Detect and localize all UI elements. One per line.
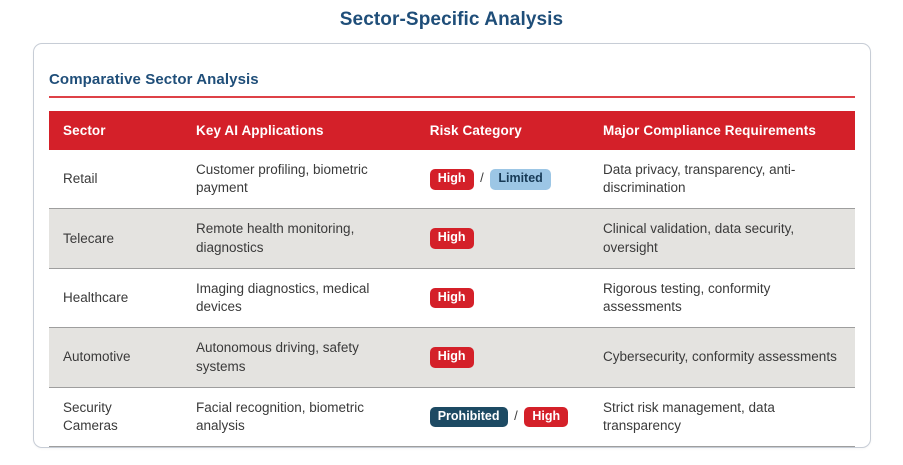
sector-cell: Security Cameras <box>49 387 182 448</box>
applications-cell: Autonomous driving, safety systems <box>181 327 416 388</box>
sector-cell: Telecare <box>49 208 182 269</box>
risk-badge-high: High <box>429 347 474 368</box>
risk-badge-high: High <box>524 406 569 428</box>
risk-badge-limited: Limited <box>490 168 551 190</box>
risk-badge-prohibited: Prohibited <box>429 406 508 428</box>
risk-category-cell: Prohibited / High <box>415 387 589 448</box>
table-row: Healthcare Imaging diagnostics, medical … <box>49 268 855 329</box>
column-header-risk-category: Risk Category <box>415 111 589 150</box>
risk-badge-high: High <box>429 168 474 190</box>
sector-analysis-table: Sector Key AI Applications Risk Category… <box>49 111 855 448</box>
risk-category-cell: High <box>415 208 589 269</box>
sector-cell: Healthcare <box>49 268 182 329</box>
page-title: Sector-Specific Analysis <box>339 9 564 30</box>
risk-badge-high: High <box>429 228 474 250</box>
table-row: Retail Customer profiling, biometric pay… <box>49 150 855 210</box>
analysis-card: Comparative Sector Analysis Sector Key A… <box>33 43 871 448</box>
applications-cell: Facial recognition, biometric analysis <box>181 387 416 448</box>
column-header-key-ai-applications: Key AI Applications <box>181 111 416 150</box>
compliance-cell: Clinical validation, data security, over… <box>589 208 855 269</box>
card-heading: Comparative Sector Analysis <box>49 71 259 88</box>
compliance-cell: Cybersecurity, conformity assessments <box>589 327 855 388</box>
table-row: Telecare Remote health monitoring, diagn… <box>49 208 855 269</box>
risk-separator: / <box>476 169 488 185</box>
sector-cell: Retail <box>49 150 182 210</box>
table-row: Security Cameras Facial recognition, bio… <box>49 387 855 448</box>
compliance-cell: Strict risk management, data transparenc… <box>589 387 855 448</box>
compliance-cell: Data privacy, transparency, anti-discrim… <box>589 150 855 210</box>
risk-category-cell: High <box>415 268 589 329</box>
risk-category-cell: High / Limited <box>415 150 589 210</box>
column-header-major-compliance-requirements: Major Compliance Requirements <box>589 111 855 150</box>
compliance-cell: Rigorous testing, conformity assessments <box>589 268 855 329</box>
risk-badge-high: High <box>429 287 474 309</box>
applications-cell: Remote health monitoring, diagnostics <box>181 208 416 269</box>
applications-cell: Imaging diagnostics, medical devices <box>181 268 416 329</box>
table-header-row: Sector Key AI Applications Risk Category… <box>49 111 855 150</box>
heading-divider <box>49 96 855 98</box>
risk-category-cell: High <box>415 327 589 388</box>
risk-separator: / <box>510 407 522 423</box>
sector-cell: Automotive <box>49 327 182 388</box>
column-header-sector: Sector <box>49 111 182 150</box>
applications-cell: Customer profiling, biometric payment <box>181 150 416 210</box>
table-row: Automotive Autonomous driving, safety sy… <box>49 327 855 388</box>
